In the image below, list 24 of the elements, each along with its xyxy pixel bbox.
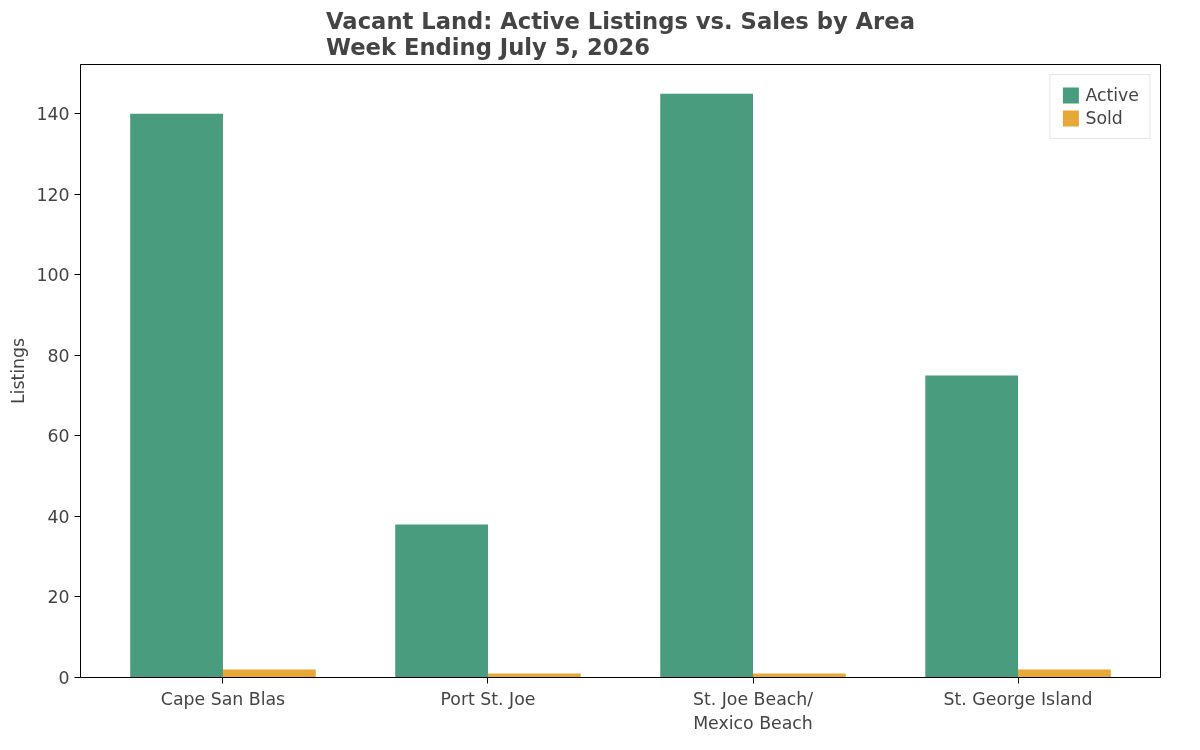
y-tick-label: 120 bbox=[36, 184, 70, 205]
y-tick-label: 60 bbox=[47, 426, 70, 447]
chart-title: Vacant Land: Active Listings vs. Sales by Area Week Ending July 5, 2026 bbox=[326, 7, 915, 60]
y-tick-label: 40 bbox=[47, 506, 70, 527]
legend-label: Active bbox=[1085, 85, 1139, 105]
y-tick-label: 20 bbox=[47, 587, 70, 608]
x-tick-label: St. George Island bbox=[943, 688, 1093, 709]
bar bbox=[660, 93, 754, 678]
y-tick-label: 100 bbox=[36, 265, 70, 286]
y-tick-label: 140 bbox=[36, 104, 70, 125]
x-tick-label: St. Joe Beach/ Mexico Beach bbox=[692, 688, 814, 733]
x-tick-label: Port St. Joe bbox=[440, 688, 536, 709]
bar bbox=[753, 673, 846, 678]
bar bbox=[222, 669, 316, 678]
bar bbox=[925, 375, 1019, 678]
bar bbox=[395, 524, 488, 678]
y-tick-label: 0 bbox=[58, 668, 70, 688]
y-axis-title: Listings bbox=[8, 337, 29, 405]
bar bbox=[487, 673, 581, 678]
bar bbox=[130, 113, 223, 678]
legend-label: Sold bbox=[1085, 108, 1123, 128]
bar bbox=[1018, 669, 1111, 678]
x-tick-label: Cape San Blas bbox=[160, 688, 286, 709]
y-tick-label: 80 bbox=[47, 345, 70, 366]
